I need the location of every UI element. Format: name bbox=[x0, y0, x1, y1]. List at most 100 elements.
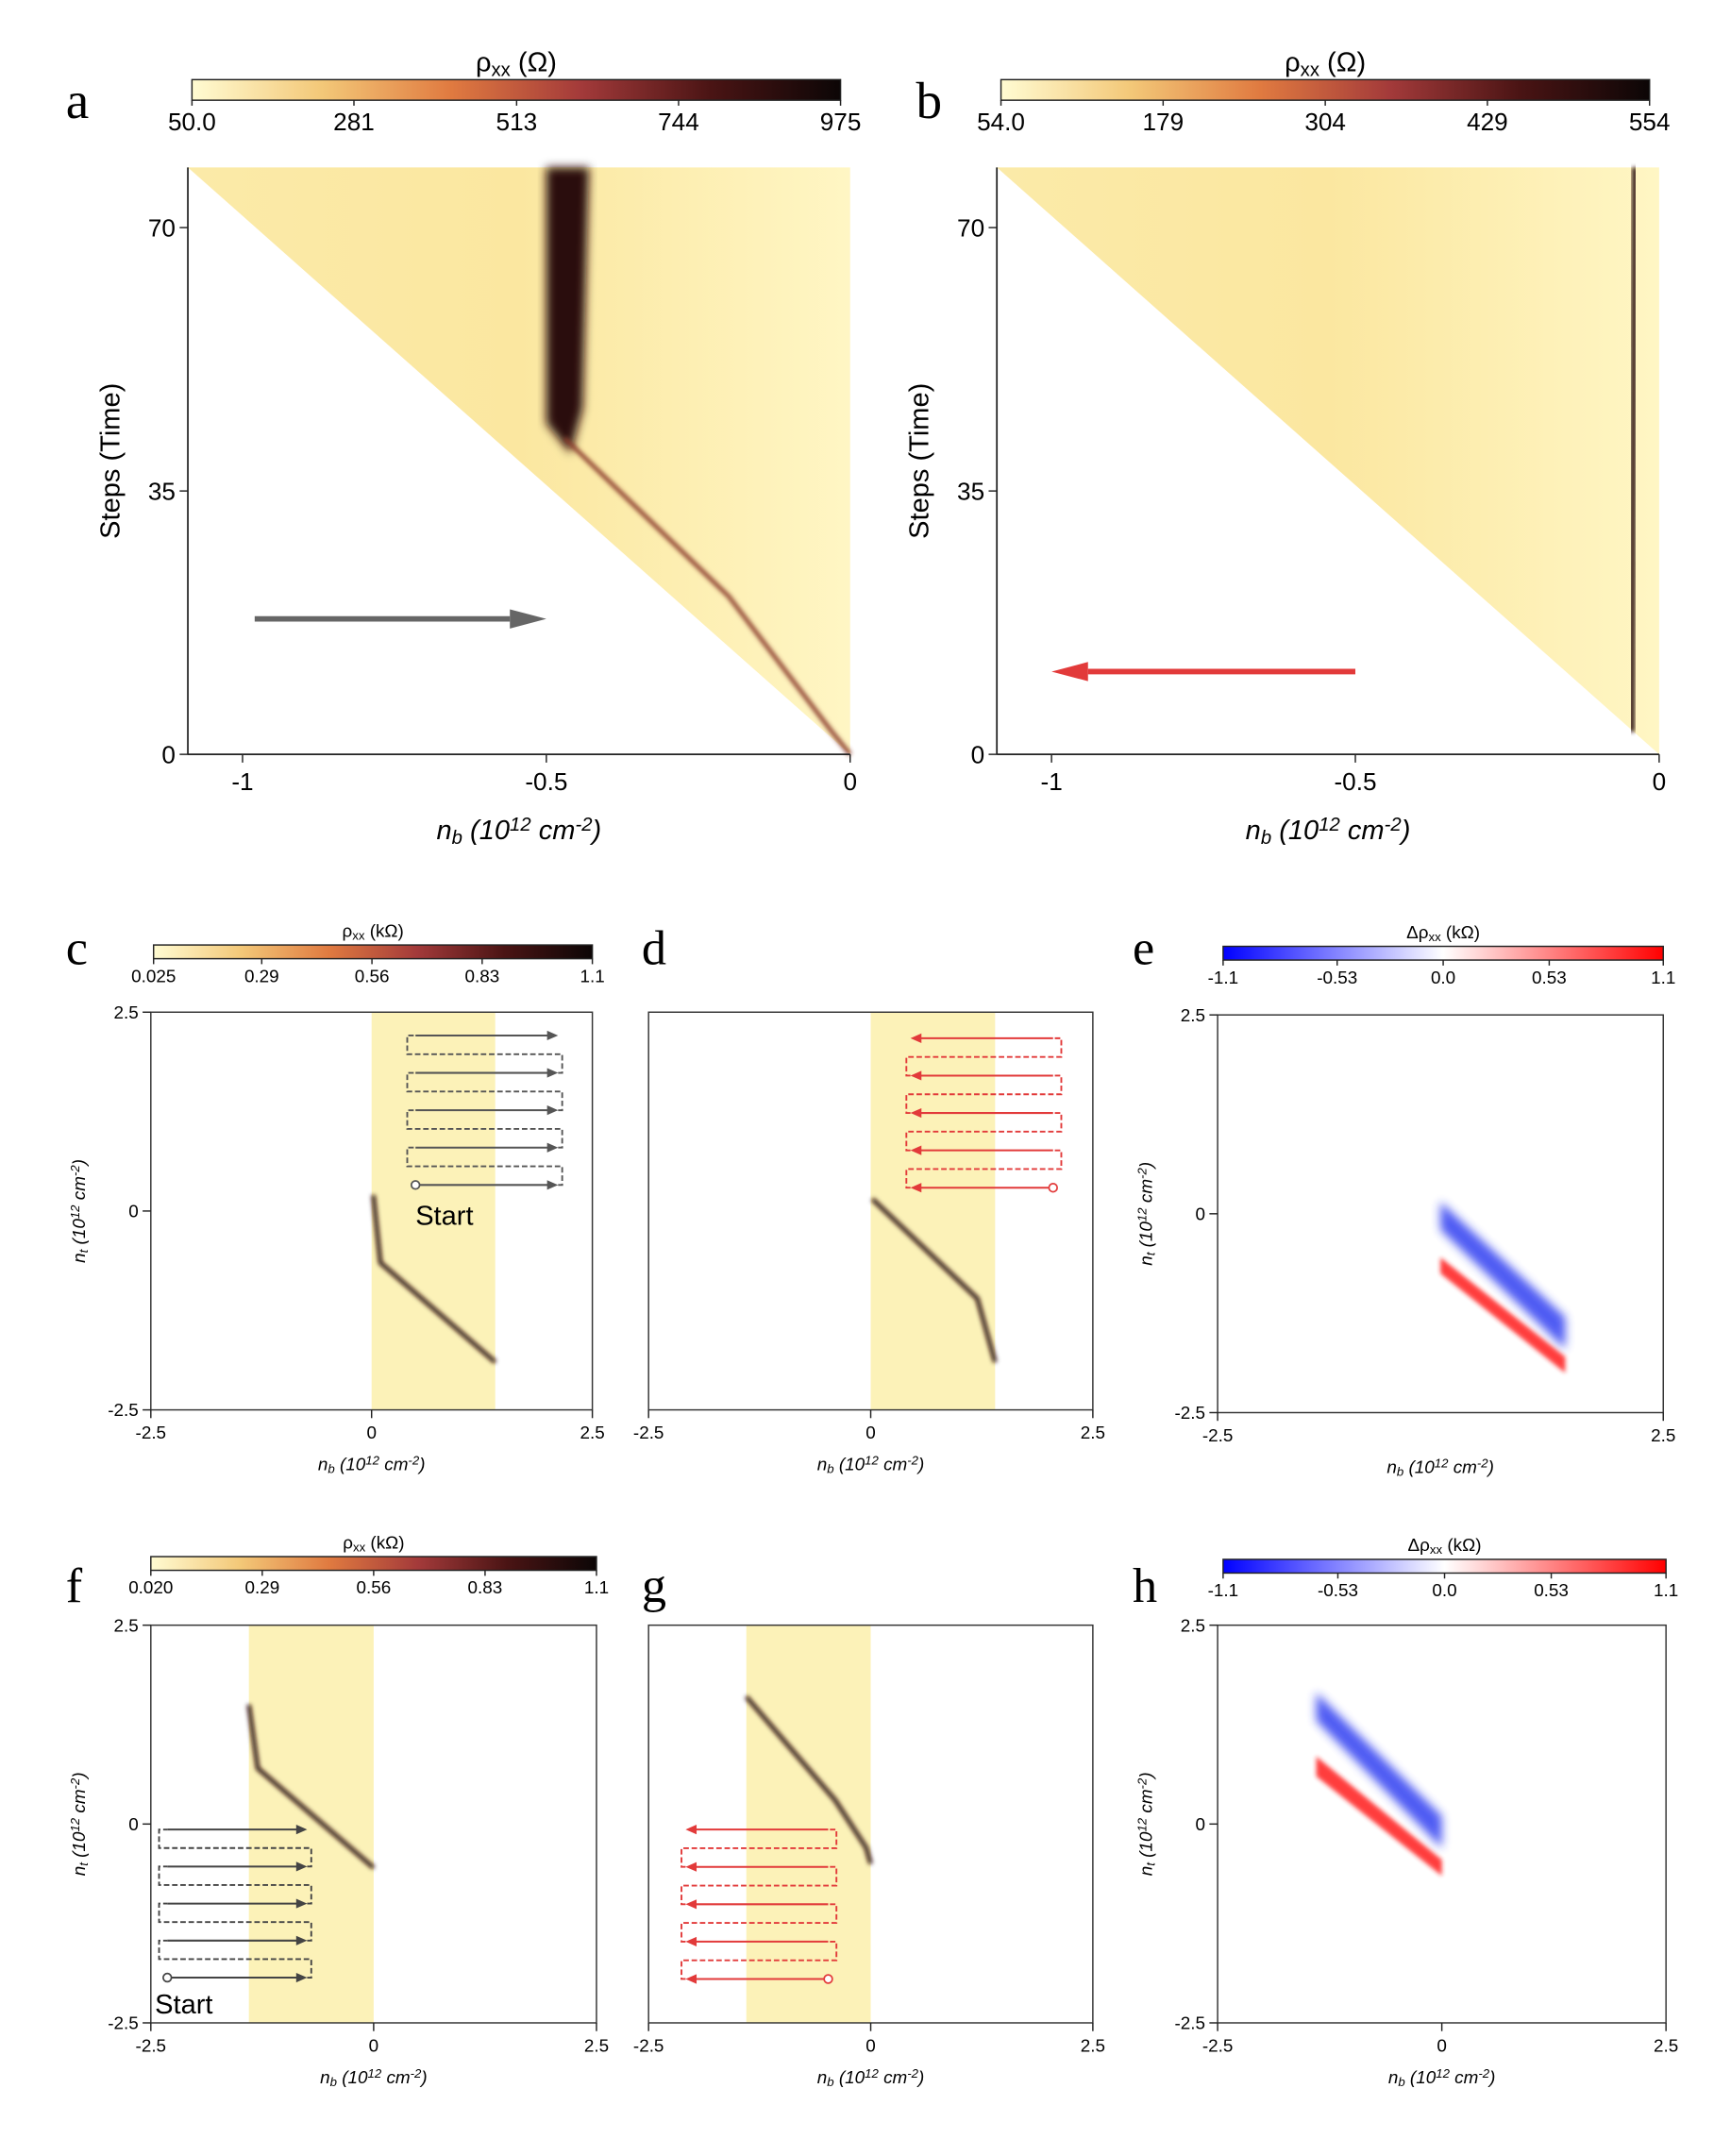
x-axis-label: nb (1012 cm-2) bbox=[437, 815, 602, 849]
label-part: ) bbox=[417, 1456, 425, 1475]
colorbar-label: ρxx (Ω) bbox=[1285, 48, 1366, 81]
y-tick-label: 70 bbox=[148, 213, 176, 242]
y-tick-label: -2.5 bbox=[108, 2014, 139, 2034]
label-part: 12 bbox=[367, 2066, 381, 2080]
label-part: -2 bbox=[1385, 815, 1402, 835]
colorbar-tick-label: 281 bbox=[333, 108, 375, 136]
label-part: (10 bbox=[1405, 2068, 1437, 2088]
colorbar-tick-label: 54.0 bbox=[977, 108, 1025, 136]
x-axis-label: nb (1012 cm-2) bbox=[1388, 2066, 1496, 2089]
label-part: (10 bbox=[335, 1456, 366, 1475]
colorbar bbox=[191, 78, 842, 101]
label-part: n bbox=[70, 1253, 90, 1263]
label-part: ) bbox=[1136, 1772, 1156, 1779]
panel: g -2.5 0 2.5 nb (1012 cm-2) bbox=[633, 1558, 1105, 2089]
x-axis-label: nb (1012 cm-2) bbox=[1386, 1457, 1494, 1479]
scheme-arrowhead bbox=[910, 1033, 922, 1043]
panel: h-2.5 0 2.5-2.502.5nb (1012 cm-2)nt (1012 … bbox=[1133, 1536, 1678, 2089]
x-tick-label: 0 bbox=[865, 1423, 876, 1443]
colorbar-tick-label: 0.020 bbox=[128, 1578, 173, 1598]
scheme-return bbox=[905, 1149, 1063, 1189]
colorbar-tick-label: 179 bbox=[1143, 108, 1185, 136]
label-part: ρ bbox=[476, 48, 492, 78]
x-tick-label: 0 bbox=[366, 1423, 377, 1443]
heatmap-ridge bbox=[246, 1704, 376, 1870]
x-tick-label: 0 bbox=[369, 2036, 379, 2056]
label-part: xx bbox=[1428, 930, 1441, 944]
colorbar-tick-label: 1.1 bbox=[584, 1578, 609, 1598]
label-part: (kΩ) bbox=[1442, 1536, 1481, 1556]
label-part: (10 bbox=[1403, 1457, 1435, 1477]
label-part: -2 bbox=[575, 815, 592, 835]
label-part: t bbox=[76, 1248, 91, 1253]
label-part: cm bbox=[1340, 816, 1385, 846]
label-part: Δρ bbox=[1406, 923, 1428, 943]
label-part: cm bbox=[531, 816, 576, 846]
label-part: n bbox=[318, 1456, 328, 1475]
colorbar-label: ρxx (kΩ) bbox=[342, 921, 403, 942]
label-part: (10 bbox=[70, 1831, 90, 1862]
colorbar-label: ρxx (Ω) bbox=[476, 48, 557, 81]
label-part: cm bbox=[70, 1789, 90, 1817]
y-tick-label: 0 bbox=[128, 1203, 139, 1222]
colorbar-tick-label: 513 bbox=[496, 108, 538, 136]
label-part: xx bbox=[352, 929, 365, 943]
label-part: -2 bbox=[68, 1165, 82, 1176]
panel-letter: g bbox=[642, 1558, 666, 1613]
x-tick-label: 0 bbox=[1437, 2036, 1447, 2056]
label-part: 12 bbox=[865, 2066, 879, 2080]
label-part: Δρ bbox=[1408, 1536, 1430, 1556]
label-part: ρ bbox=[343, 1533, 353, 1553]
colorbar-tick-label: 975 bbox=[820, 108, 862, 136]
scheme-return bbox=[681, 1865, 838, 1906]
label-part: ) bbox=[916, 2068, 924, 2088]
y-axis-label: nt (1012 cm-2) bbox=[68, 1772, 91, 1876]
label-part: n bbox=[1136, 1255, 1156, 1266]
x-tick-label: -1 bbox=[231, 767, 253, 796]
colorbar bbox=[1000, 78, 1651, 101]
annotation: Start bbox=[155, 1990, 212, 2020]
label-part: Steps (Time) bbox=[905, 383, 935, 539]
heatmap-ridge bbox=[745, 1695, 873, 1865]
label-part: 12 bbox=[1135, 1207, 1150, 1221]
scheme-return bbox=[681, 1828, 838, 1868]
x-tick-label: -2.5 bbox=[136, 1423, 167, 1443]
y-tick-label: 0 bbox=[971, 740, 985, 768]
label-part: n bbox=[70, 1866, 90, 1877]
label-part: -2 bbox=[1135, 1777, 1150, 1789]
x-axis-label: nb (1012 cm-2) bbox=[320, 2066, 428, 2089]
label-part: Steps (Time) bbox=[95, 383, 126, 539]
label-part: (10 bbox=[1136, 1831, 1156, 1862]
label-part: -2 bbox=[1135, 1168, 1150, 1179]
y-tick-label: 0 bbox=[128, 1815, 139, 1835]
colorbar bbox=[1222, 1558, 1667, 1575]
colorbar-tick-label: 0.53 bbox=[1534, 1581, 1569, 1601]
x-tick-label: -2.5 bbox=[633, 1423, 664, 1443]
scheme-start bbox=[823, 1974, 833, 1984]
colorbar-tick-label: 0.025 bbox=[131, 967, 176, 986]
scheme-arrowhead bbox=[295, 1825, 308, 1835]
scheme-arrowhead bbox=[295, 1898, 308, 1909]
colorbar bbox=[152, 944, 594, 960]
x-tick-label: -1 bbox=[1040, 767, 1062, 796]
scheme-start bbox=[410, 1180, 421, 1190]
label-part: cm bbox=[70, 1176, 90, 1204]
scheme-arrowhead bbox=[546, 1180, 559, 1190]
colorbar-tick-label: 0.29 bbox=[244, 1578, 279, 1598]
scheme-return bbox=[905, 1074, 1063, 1114]
panel-letter: d bbox=[642, 920, 666, 975]
y-tick-label: -2.5 bbox=[108, 1401, 139, 1421]
scheme-arrowhead bbox=[685, 1974, 697, 1984]
scheme-return bbox=[158, 1865, 312, 1905]
label-part: n bbox=[817, 1456, 828, 1475]
colorbar-tick-label: 1.1 bbox=[1654, 1581, 1678, 1601]
label-part: b bbox=[1261, 828, 1271, 849]
label-part: n bbox=[1388, 2068, 1399, 2088]
y-tick-label: 0 bbox=[1196, 1815, 1206, 1835]
label-part: ) bbox=[70, 1159, 90, 1167]
label-part: (10 bbox=[70, 1219, 90, 1250]
